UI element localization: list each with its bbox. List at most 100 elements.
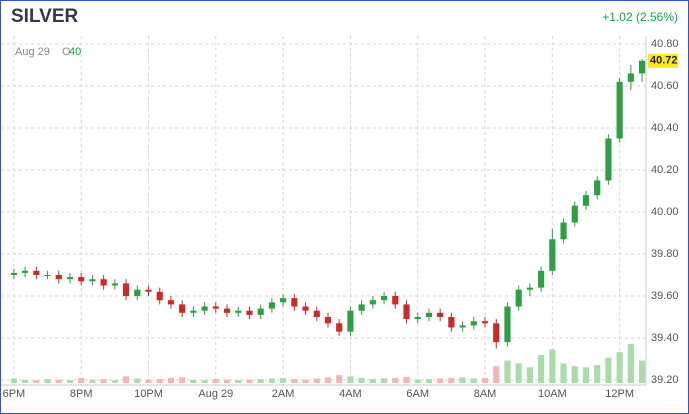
volume-bar bbox=[358, 377, 365, 383]
volume-bar bbox=[392, 377, 399, 383]
last-price-label: 40.72 bbox=[650, 55, 678, 67]
candle-body bbox=[526, 287, 533, 290]
volume-bar bbox=[212, 379, 219, 383]
candle-body bbox=[33, 270, 40, 275]
y-tick-label: 40.40 bbox=[651, 122, 679, 134]
candle-body bbox=[235, 310, 242, 313]
x-tick-label: Aug 29 bbox=[198, 388, 233, 400]
volume-bar bbox=[55, 379, 62, 383]
x-tick-label: 8AM bbox=[474, 388, 497, 400]
candle-body bbox=[223, 308, 231, 313]
volume-bar bbox=[582, 367, 590, 383]
candle-body bbox=[324, 317, 332, 324]
candle-body bbox=[268, 302, 275, 309]
volume-bar bbox=[100, 379, 107, 383]
volume-bar bbox=[246, 379, 253, 383]
candle-body bbox=[560, 222, 567, 240]
candle-body bbox=[403, 304, 410, 320]
volume-bar bbox=[22, 379, 29, 383]
volume-bar bbox=[437, 378, 444, 383]
candle-body bbox=[122, 283, 130, 296]
volume-bar bbox=[594, 365, 601, 383]
volume-bar bbox=[179, 377, 186, 383]
volume-bar bbox=[33, 380, 40, 383]
candle-body bbox=[78, 277, 85, 282]
candle-body bbox=[22, 270, 29, 273]
volume-bar bbox=[122, 376, 130, 383]
candle-body bbox=[504, 306, 511, 343]
candle-body bbox=[179, 304, 186, 313]
candle-body bbox=[302, 306, 309, 311]
volume-bar bbox=[89, 379, 96, 383]
volume-bar bbox=[414, 379, 421, 383]
candle-body bbox=[190, 310, 197, 313]
candle-body bbox=[369, 300, 376, 305]
volume-bar bbox=[257, 379, 264, 383]
volume-bar bbox=[571, 366, 578, 383]
candle-body bbox=[425, 312, 433, 317]
y-tick-label: 40.20 bbox=[651, 164, 679, 176]
volume-bar bbox=[280, 377, 287, 383]
y-tick-label: 39.60 bbox=[651, 290, 679, 302]
candle-body bbox=[380, 296, 388, 301]
last-price-box bbox=[648, 53, 678, 68]
candle-body bbox=[167, 300, 175, 305]
volume-bar bbox=[347, 376, 354, 383]
y-tick-label: 39.40 bbox=[651, 332, 679, 344]
candle-body bbox=[10, 272, 17, 275]
volume-bar bbox=[448, 377, 455, 383]
candle-body bbox=[358, 304, 365, 311]
volume-bar bbox=[403, 376, 410, 383]
legend-date: Aug 29 bbox=[15, 46, 50, 58]
candle-body bbox=[257, 308, 264, 315]
volume-bar bbox=[605, 357, 612, 383]
volume-bar bbox=[302, 379, 309, 383]
volume-bar bbox=[324, 377, 332, 383]
volume-bar bbox=[504, 360, 511, 383]
volume-bar bbox=[44, 379, 51, 383]
volume-bar bbox=[481, 377, 489, 383]
legend-open-label: O bbox=[62, 46, 71, 58]
volume-bar bbox=[156, 379, 163, 383]
volume-bar bbox=[459, 377, 466, 383]
candle-body bbox=[594, 180, 601, 196]
volume-bar bbox=[425, 379, 433, 383]
candle-body bbox=[616, 81, 623, 139]
candle-body bbox=[44, 275, 51, 276]
volume-bar bbox=[201, 380, 208, 383]
x-tick-label: 8PM bbox=[70, 388, 93, 400]
x-tick-label: 10AM bbox=[538, 388, 567, 400]
candle-body bbox=[280, 298, 287, 303]
volume-bar bbox=[313, 378, 320, 383]
price-change: +1.02 (2.56%) bbox=[602, 10, 678, 24]
candle-body bbox=[134, 289, 141, 296]
y-tick-label: 39.80 bbox=[651, 248, 679, 260]
volume-bar bbox=[638, 360, 646, 383]
candle-body bbox=[156, 291, 163, 301]
x-tick-label: 4AM bbox=[339, 388, 362, 400]
candle-body bbox=[336, 323, 343, 332]
volume-bar bbox=[380, 378, 388, 383]
candle-body bbox=[313, 310, 320, 317]
legend-open-value: 40 bbox=[69, 46, 81, 58]
candle-body bbox=[470, 321, 477, 326]
candle-body bbox=[347, 310, 354, 332]
volume-bar bbox=[223, 379, 231, 383]
candle-body bbox=[459, 325, 466, 328]
volume-bar bbox=[627, 343, 634, 383]
volume-bar bbox=[145, 379, 152, 383]
candle-body bbox=[212, 306, 219, 309]
candle-body bbox=[111, 283, 118, 286]
volume-bar bbox=[616, 352, 623, 383]
candle-body bbox=[571, 205, 578, 223]
y-tick-label: 40.80 bbox=[651, 38, 679, 50]
volume-bar bbox=[167, 377, 175, 383]
symbol-title: SILVER bbox=[11, 6, 79, 27]
candle-body bbox=[493, 323, 500, 343]
x-tick-label: 12PM bbox=[605, 388, 634, 400]
x-tick-label: 10PM bbox=[134, 388, 163, 400]
volume-bar bbox=[526, 367, 533, 383]
volume-bar bbox=[369, 379, 376, 383]
